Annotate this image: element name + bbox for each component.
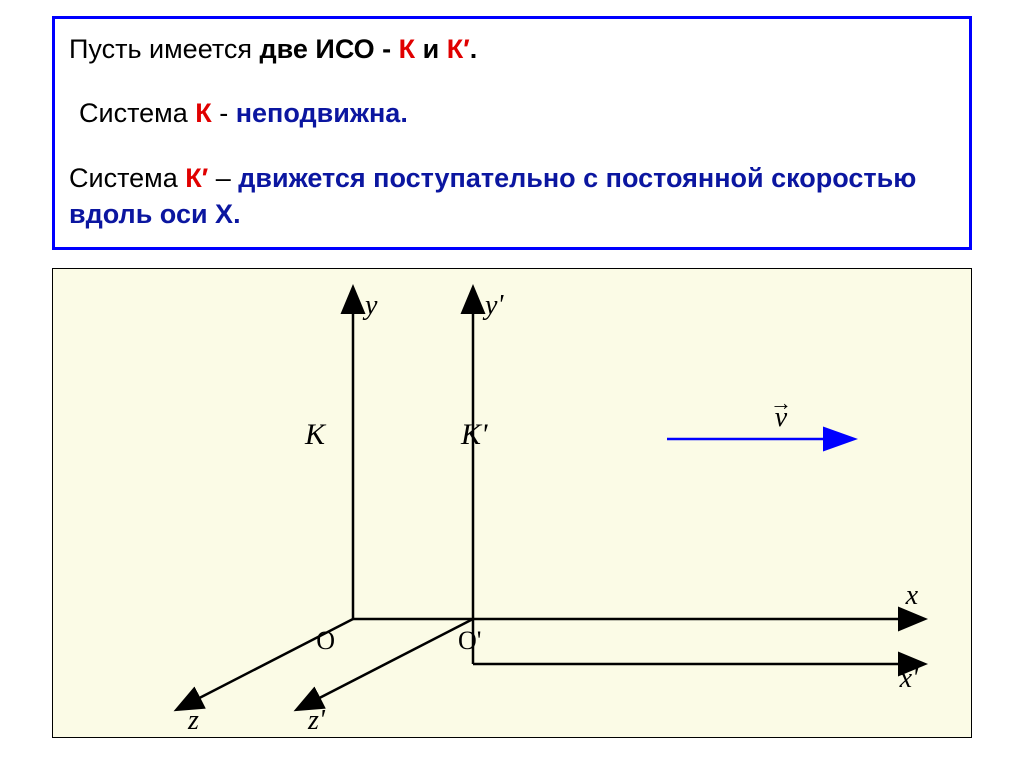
label-Kp: K' [460, 418, 488, 451]
line2-bold: неподвижна [236, 98, 401, 128]
label-y: y [362, 290, 378, 321]
label-x: x [905, 580, 919, 611]
line1-red-k: К [399, 34, 415, 64]
line1-after: - [375, 34, 399, 64]
line3-after: – [208, 163, 238, 193]
line2-red-k: К [195, 98, 211, 128]
description-box: Пусть имеется две ИСО - К и К′. Система … [52, 16, 972, 250]
label-Op: O' [458, 626, 481, 655]
label-z: z [187, 705, 199, 736]
line2-end: . [400, 98, 408, 128]
text-line-1: Пусть имеется две ИСО - К и К′. [69, 31, 955, 67]
coordinate-diagram: y x z O K y' x' z' O' K' v → [52, 268, 972, 738]
line2-plain: Система [79, 98, 195, 128]
text-line-3: Система К′ – движется поступательно с по… [69, 160, 955, 233]
label-velocity-accent: → [770, 390, 792, 415]
line1-red-kp: К′ [447, 34, 470, 64]
line1-bold: две ИСО [260, 34, 375, 64]
label-zp: z' [307, 705, 326, 736]
label-K: K [304, 418, 327, 451]
label-yp: y' [482, 290, 504, 321]
line1-end: . [470, 34, 478, 64]
line1-mid: и [415, 34, 447, 64]
line2-after: - [212, 98, 236, 128]
line3-plain: Система [69, 163, 185, 193]
line1-plain: Пусть имеется [69, 34, 260, 64]
diagram-svg: y x z O K y' x' z' O' K' v → [53, 269, 970, 736]
line3-red-kp: К′ [185, 163, 208, 193]
label-O: O [316, 626, 335, 655]
label-xp: x' [899, 663, 919, 694]
text-line-2: Система К - неподвижна. [69, 95, 955, 131]
